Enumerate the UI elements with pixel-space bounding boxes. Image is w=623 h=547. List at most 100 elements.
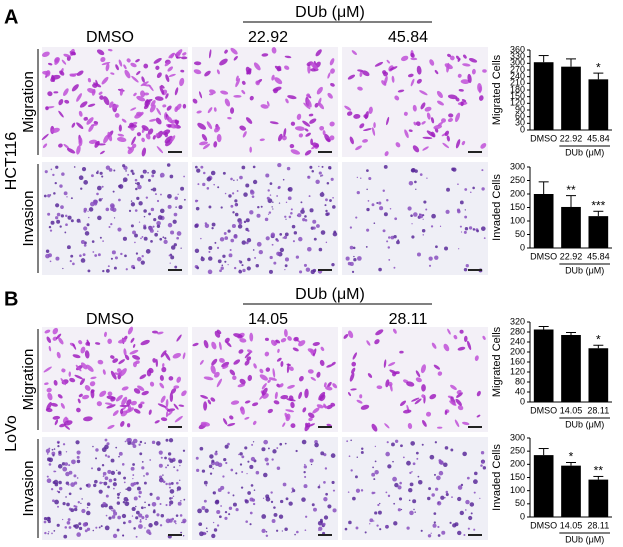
cell <box>86 502 91 506</box>
significance: * <box>569 450 574 464</box>
cell <box>472 186 475 190</box>
cell <box>122 236 127 241</box>
cell <box>199 446 204 451</box>
cell <box>151 440 156 445</box>
cell <box>270 232 276 237</box>
cell <box>278 514 284 519</box>
cell <box>222 171 226 175</box>
cell <box>316 371 321 378</box>
cell <box>276 239 279 242</box>
cell <box>230 204 234 208</box>
cell <box>140 260 145 265</box>
cell <box>437 371 443 376</box>
cell <box>433 364 441 370</box>
cell <box>323 496 328 502</box>
cell <box>198 91 203 99</box>
cell <box>290 208 293 211</box>
cell <box>280 394 289 400</box>
cell <box>133 496 138 501</box>
cell <box>130 441 135 446</box>
scale-bar <box>168 534 182 536</box>
cell <box>204 222 208 225</box>
cell <box>57 444 60 448</box>
cell <box>165 399 169 408</box>
cell <box>361 447 364 451</box>
cell <box>92 251 95 253</box>
cell <box>130 126 135 131</box>
cell <box>138 495 141 498</box>
cell <box>257 205 260 209</box>
cell <box>283 128 287 137</box>
cell <box>98 489 103 494</box>
cell <box>154 232 158 237</box>
cell <box>457 405 464 411</box>
cell <box>160 193 162 196</box>
cell <box>118 451 123 456</box>
x-tick-label: DMSO <box>530 133 557 143</box>
cell <box>259 138 265 142</box>
cell <box>154 420 160 424</box>
cell <box>349 136 354 145</box>
cell <box>393 521 398 526</box>
cell <box>197 183 200 186</box>
cell <box>230 47 238 55</box>
cell <box>71 459 76 465</box>
cell <box>47 212 51 216</box>
cell <box>102 475 105 478</box>
cell <box>284 257 290 262</box>
cell <box>353 258 357 262</box>
cell <box>152 135 156 140</box>
cell <box>218 515 222 519</box>
cell <box>279 247 285 253</box>
cell <box>389 66 398 71</box>
cell <box>136 95 146 102</box>
cell <box>285 409 295 413</box>
cell <box>408 180 414 186</box>
cell <box>141 76 145 83</box>
cell <box>325 198 328 202</box>
cell <box>431 493 435 497</box>
cell <box>209 49 212 59</box>
cell <box>455 398 462 406</box>
cell <box>174 196 178 200</box>
cell <box>45 448 51 454</box>
column-label: 28.11 <box>389 311 428 328</box>
cell <box>445 209 450 214</box>
x-tick-label: 14.05 <box>560 520 583 530</box>
cell <box>165 438 169 442</box>
cell <box>332 205 336 209</box>
row-label: Invasion <box>20 461 37 517</box>
cell <box>431 213 436 219</box>
cell <box>273 512 278 517</box>
cell <box>84 350 90 359</box>
cell <box>76 532 81 537</box>
cell <box>332 196 334 199</box>
cell <box>325 241 328 244</box>
cell <box>138 490 142 495</box>
cell <box>56 212 61 217</box>
cell <box>124 254 127 258</box>
cell <box>245 218 250 223</box>
cell <box>265 236 270 241</box>
cell <box>84 385 91 391</box>
cell <box>457 73 462 78</box>
cell <box>151 169 156 175</box>
cell <box>290 423 296 429</box>
cell <box>387 236 391 239</box>
cell <box>323 515 329 520</box>
cell <box>415 377 422 383</box>
cell <box>141 235 144 238</box>
cell <box>360 450 364 454</box>
cell <box>246 266 251 271</box>
cell <box>143 226 147 230</box>
cell <box>61 172 65 176</box>
cell <box>327 92 333 99</box>
cell <box>261 383 267 390</box>
cell <box>167 222 173 228</box>
cell <box>193 61 202 66</box>
cell <box>376 385 383 390</box>
cell <box>449 55 455 61</box>
cell <box>44 382 49 385</box>
cell <box>470 191 472 194</box>
cell <box>271 206 273 208</box>
